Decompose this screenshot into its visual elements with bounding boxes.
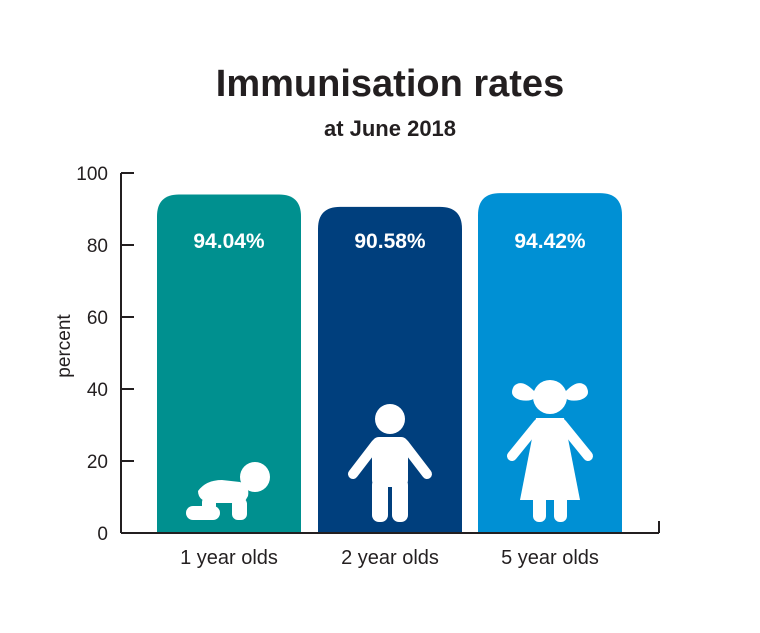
y-axis-label: percent (54, 314, 75, 378)
category-labels-group: 1 year olds 2 year olds 5 year olds (180, 547, 599, 569)
axes-group (120, 173, 660, 534)
category-label: 2 year olds (341, 547, 439, 569)
y-tick-label: 0 (97, 524, 108, 545)
bar (157, 194, 301, 533)
data-labels-group: 94.04% 90.58% 94.42% (193, 230, 586, 253)
bar (318, 206, 462, 534)
data-label: 94.04% (193, 230, 265, 253)
data-label: 90.58% (354, 230, 426, 253)
chart-title: Immunisation rates (216, 63, 564, 105)
chart-subtitle: at June 2018 (324, 116, 456, 141)
category-label: 1 year olds (180, 547, 278, 569)
y-ticks-group: 0 20 40 60 80 100 (76, 164, 134, 545)
y-tick-label: 60 (87, 308, 108, 329)
y-tick-label: 40 (87, 380, 108, 401)
category-label: 5 year olds (501, 547, 599, 569)
y-tick-label: 100 (76, 164, 108, 185)
y-tick-label: 20 (87, 452, 108, 473)
data-label: 94.42% (514, 230, 586, 253)
child-icon (348, 404, 432, 522)
icons-group (186, 380, 593, 522)
girl-icon (507, 380, 593, 522)
y-tick-label: 80 (87, 236, 108, 257)
crawling-baby-icon (186, 462, 270, 520)
